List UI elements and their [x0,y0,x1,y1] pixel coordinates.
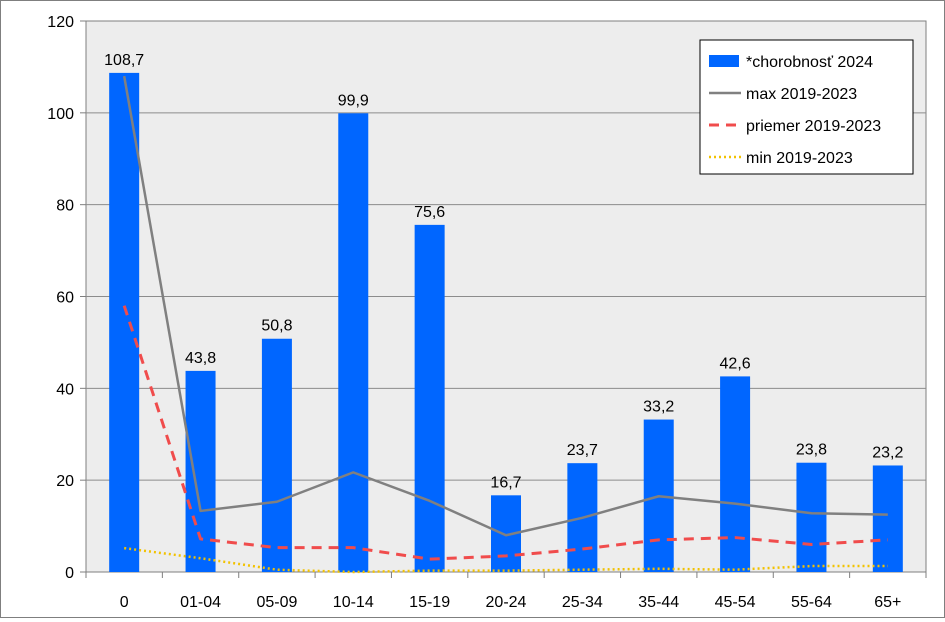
y-tick-label: 80 [56,198,74,215]
legend-label: max 2019-2023 [746,86,857,103]
x-tick-label: 20-24 [486,594,527,611]
data-label: 99,9 [338,92,369,109]
data-label: 50,8 [261,318,292,335]
data-label: 42,6 [720,355,751,372]
x-tick-label: 01-04 [180,594,221,611]
data-label: 16,7 [490,474,521,491]
series-line-solid [122,75,888,537]
bar [338,113,369,572]
x-tick-label: 0 [120,594,129,611]
data-label: 43,8 [185,350,216,367]
bar [109,72,140,572]
bar [414,224,445,572]
legend-label: min 2019-2023 [746,150,853,167]
y-tick-label: 20 [56,473,74,490]
bar [261,338,292,572]
bar [872,465,903,572]
data-label: 23,2 [872,444,903,461]
x-tick-label: 65+ [874,594,901,611]
legend-label: *chorobnosť 2024 [746,54,873,71]
y-tick-label: 120 [47,14,74,31]
y-tick-label: 100 [47,106,74,123]
y-tick-label: 0 [65,565,74,582]
data-label: 23,7 [567,442,598,459]
series-line-dashed [122,305,888,561]
x-tick-label: 55-64 [791,594,832,611]
legend: *chorobnosť 2024 max 2019-2023 priemer 201… [699,39,914,175]
legend-swatch-bar [709,55,739,67]
x-tick-label: 25-34 [562,594,603,611]
x-tick-label: 05-09 [256,594,297,611]
legend-label: priemer 2019-2023 [746,118,881,135]
x-tick-label: 45-54 [715,594,756,611]
data-label: 108,7 [104,52,144,69]
x-tick-label: 10-14 [333,594,374,611]
data-label: 23,8 [796,442,827,459]
x-tick-label: 15-19 [409,594,450,611]
bar [720,376,751,572]
data-label: 75,6 [414,204,445,221]
data-label: 33,2 [643,399,674,416]
y-tick-label: 60 [56,290,74,307]
bar [796,462,827,572]
bar [185,370,216,572]
y-tick-label: 40 [56,381,74,398]
x-tick-label: 35-44 [638,594,679,611]
